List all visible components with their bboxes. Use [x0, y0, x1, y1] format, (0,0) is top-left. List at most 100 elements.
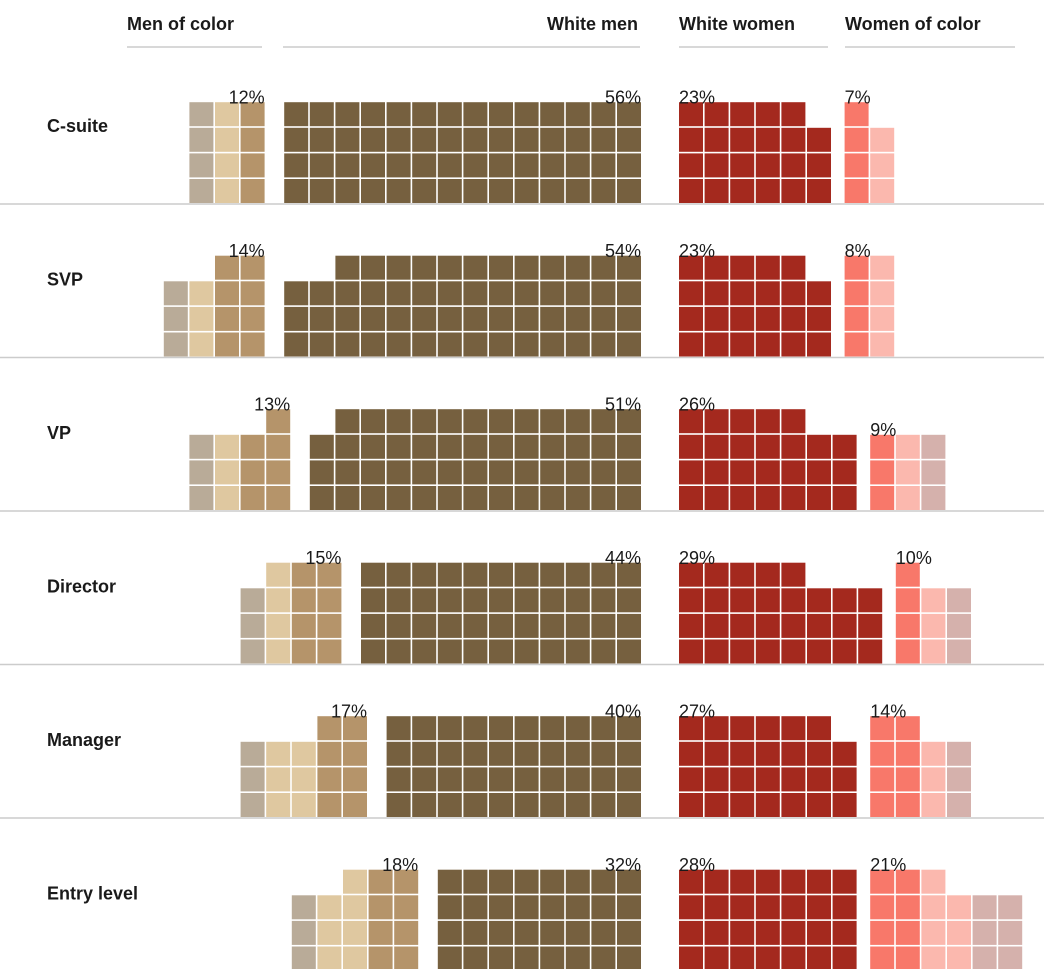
waffle-cell	[343, 920, 367, 945]
waffle-cell	[394, 920, 419, 945]
waffle-cell	[617, 255, 641, 280]
waffle-cell	[591, 741, 616, 766]
waffle-cell	[755, 102, 780, 127]
value-label: 56%	[605, 87, 641, 107]
waffle-cell	[437, 741, 462, 766]
waffle-cell	[565, 946, 590, 971]
waffle-cell	[755, 460, 780, 485]
waffle-cell	[386, 741, 411, 766]
waffle-cell	[514, 332, 539, 357]
waffle-cell	[755, 920, 780, 945]
waffle-cell	[591, 613, 616, 638]
waffle-cell	[755, 281, 780, 306]
waffle-cell	[291, 895, 316, 920]
waffle-cell	[591, 946, 616, 971]
waffle-cell	[679, 409, 703, 434]
waffle-cell	[947, 895, 971, 920]
waffle-cell	[730, 486, 755, 510]
waffle-cell	[489, 306, 513, 331]
waffle-cell	[540, 793, 565, 817]
waffle-cell	[591, 793, 616, 817]
waffle-cell	[679, 486, 703, 510]
waffle-cell	[215, 102, 239, 127]
waffle-cell	[565, 767, 590, 792]
waffle-cell	[361, 613, 385, 638]
waffle-cell	[386, 613, 411, 638]
waffle-cell	[807, 613, 831, 638]
value-label: 54%	[605, 241, 641, 261]
waffle-cell	[189, 434, 214, 459]
waffle-cell	[437, 486, 462, 510]
waffle-cell	[832, 895, 857, 920]
waffle-cell	[832, 741, 857, 766]
waffle-cell	[437, 332, 462, 357]
waffle-cell	[489, 613, 513, 638]
waffle-cell	[755, 179, 780, 203]
waffle-cell	[565, 179, 590, 203]
waffle-cell	[591, 767, 616, 792]
waffle-cell	[730, 716, 755, 741]
waffle-cell	[215, 281, 239, 306]
waffle-cell	[832, 434, 857, 459]
waffle-cell	[386, 153, 411, 178]
waffle-cell	[266, 767, 291, 792]
waffle-cell	[343, 869, 367, 894]
waffle-cell	[781, 588, 806, 613]
waffle-cell	[368, 920, 393, 945]
waffle-cell	[215, 460, 239, 485]
waffle-cell	[343, 716, 367, 741]
waffle-cell	[412, 588, 437, 613]
waffle-cell	[617, 281, 641, 306]
waffle-cell	[565, 716, 590, 741]
waffle-cell	[361, 306, 385, 331]
waffle-cell	[895, 613, 920, 638]
waffle-cell	[679, 946, 703, 971]
value-label: 29%	[679, 548, 715, 568]
waffle-cell	[704, 281, 729, 306]
waffle-cell	[514, 306, 539, 331]
waffle-cell	[240, 639, 265, 664]
waffle-cell	[240, 306, 265, 331]
waffle-cell	[921, 486, 946, 510]
waffle-cell	[617, 306, 641, 331]
waffle-cell	[704, 255, 729, 280]
waffle-cell	[361, 460, 385, 485]
waffle-cell	[781, 562, 806, 587]
waffle-cell	[361, 102, 385, 127]
waffle-cell	[240, 486, 265, 510]
waffle-cell	[540, 613, 565, 638]
waffle-cell	[284, 332, 309, 357]
waffle-cell	[463, 920, 488, 945]
waffle-cell	[361, 409, 385, 434]
header: White women	[679, 14, 795, 34]
waffle-cell	[437, 409, 462, 434]
waffle-cell	[679, 332, 703, 357]
waffle-cell	[284, 102, 309, 127]
waffle-cell	[781, 869, 806, 894]
waffle-cell	[565, 588, 590, 613]
waffle-cell	[921, 613, 946, 638]
waffle-cell	[807, 793, 831, 817]
waffle-cell	[591, 588, 616, 613]
waffle-cell	[704, 102, 729, 127]
waffle-cell	[921, 434, 946, 459]
waffle-cell	[240, 741, 265, 766]
waffle-cell	[291, 741, 316, 766]
waffle-cell	[730, 255, 755, 280]
waffle-cell	[437, 793, 462, 817]
waffle-cell	[386, 460, 411, 485]
waffle-cell	[240, 460, 265, 485]
waffle-cell	[679, 306, 703, 331]
waffle-cell	[412, 562, 437, 587]
waffle-cell	[540, 255, 565, 280]
value-label: 8%	[845, 241, 871, 261]
value-label: 51%	[605, 394, 641, 414]
waffle-cell	[565, 920, 590, 945]
waffle-cell	[807, 946, 831, 971]
value-label: 28%	[679, 855, 715, 875]
waffle-cell	[540, 434, 565, 459]
waffle-cell	[565, 562, 590, 587]
waffle-cell	[309, 460, 334, 485]
waffle-cell	[412, 255, 437, 280]
waffle-cell	[679, 613, 703, 638]
